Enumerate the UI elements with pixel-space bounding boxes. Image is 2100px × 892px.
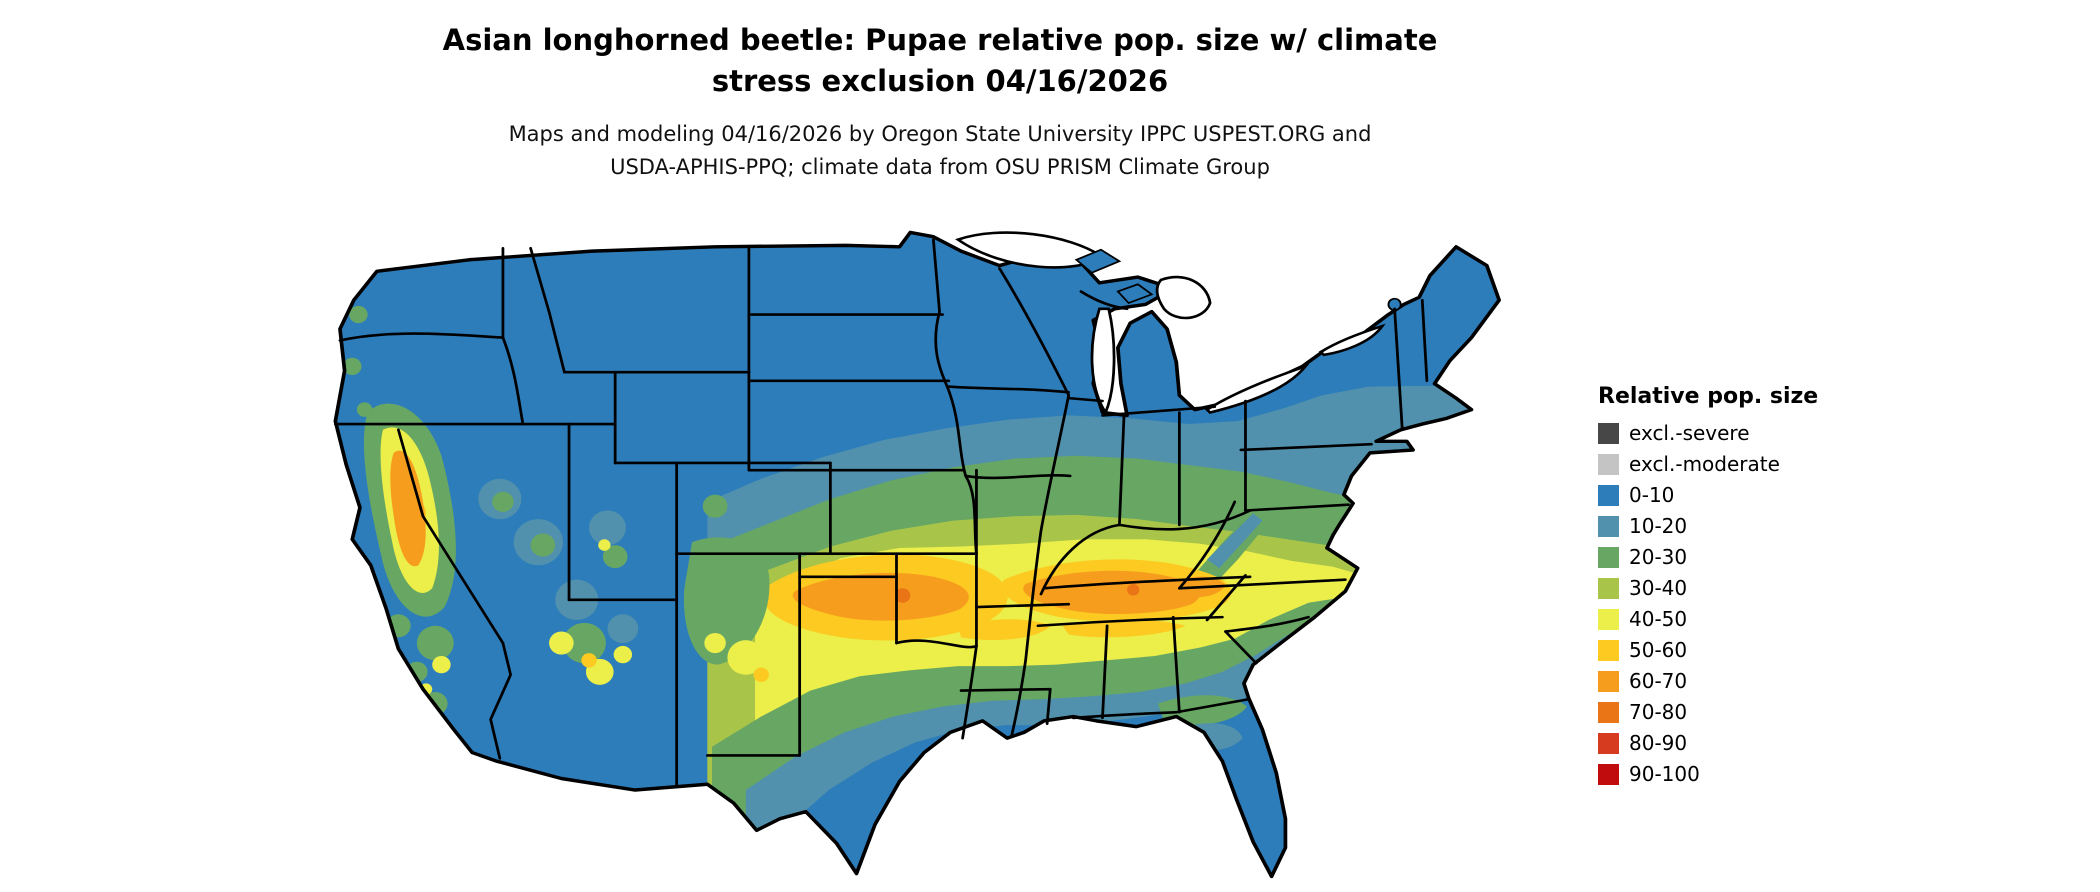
legend-swatch	[1598, 608, 1619, 630]
legend-label: 60-70	[1629, 669, 1688, 693]
west-gold-patches	[581, 653, 769, 682]
legend-label: 70-80	[1629, 700, 1688, 724]
legend-title: Relative pop. size	[1598, 384, 1819, 409]
map-title: Asian longhorned beetle: Pupae relative …	[0, 20, 1880, 102]
legend-swatch	[1598, 453, 1619, 475]
great-lakes	[955, 231, 1386, 416]
legend-swatch	[1598, 732, 1619, 754]
legend-label: 90-100	[1629, 762, 1700, 786]
header: Asian longhorned beetle: Pupae relative …	[0, 20, 1880, 184]
new-mexico-green	[683, 537, 770, 665]
lake-erie	[1204, 363, 1310, 414]
title-line-2: stress exclusion 04/16/2026	[711, 64, 1169, 98]
legend-item: 70-80	[1598, 700, 1818, 724]
lake-huron	[1155, 275, 1212, 320]
orange-core-west	[792, 572, 969, 621]
legend-swatch	[1598, 670, 1619, 692]
legend-swatch	[1598, 422, 1619, 444]
legend-item: 80-90	[1598, 731, 1818, 755]
legend-label: 40-50	[1629, 607, 1688, 631]
map-subtitle: Maps and modeling 04/16/2026 by Oregon S…	[0, 118, 1880, 184]
legend-item: 60-70	[1598, 669, 1818, 693]
legend-item: 0-10	[1598, 483, 1818, 507]
legend-item: excl.-severe	[1598, 421, 1818, 445]
legend-swatch	[1598, 639, 1619, 661]
legend-label: excl.-severe	[1629, 421, 1750, 445]
legend-item: 20-30	[1598, 545, 1818, 569]
legend-label: excl.-moderate	[1629, 452, 1780, 476]
gold-deep-south	[1062, 619, 1186, 638]
legend-item: 50-60	[1598, 638, 1818, 662]
lake-ontario	[1318, 323, 1386, 357]
legend-swatch	[1598, 577, 1619, 599]
subtitle-line-1: Maps and modeling 04/16/2026 by Oregon S…	[508, 122, 1372, 146]
legend-label: 20-30	[1629, 545, 1688, 569]
legend-label: 50-60	[1629, 638, 1688, 662]
legend-item: 30-40	[1598, 576, 1818, 600]
appalachian-cool-streak-teal	[1207, 513, 1263, 569]
legend-swatch	[1598, 515, 1619, 537]
central-valley-orange	[390, 450, 426, 567]
title-line-1: Asian longhorned beetle: Pupae relative …	[442, 23, 1438, 57]
legend-item: excl.-moderate	[1598, 452, 1818, 476]
legend-item: 10-20	[1598, 514, 1818, 538]
dark-orange-speck	[894, 588, 911, 603]
legend: Relative pop. size excl.-severe excl.-mo…	[1598, 384, 1818, 793]
legend-item: 90-100	[1598, 762, 1818, 786]
dark-orange-speck	[1127, 583, 1140, 596]
legend-swatch	[1598, 763, 1619, 785]
us-map	[333, 230, 1501, 879]
legend-label: 0-10	[1629, 483, 1675, 507]
canada-shore-fragments	[1074, 248, 1402, 312]
west-green-patches	[343, 305, 728, 716]
legend-item: 40-50	[1598, 607, 1818, 631]
state-borders	[333, 238, 1429, 786]
legend-label: 30-40	[1629, 576, 1688, 600]
legend-swatch	[1598, 546, 1619, 568]
legend-swatch	[1598, 701, 1619, 723]
legend-label: 80-90	[1629, 731, 1688, 755]
lake-michigan	[1090, 307, 1116, 416]
subtitle-line-2: USDA-APHIS-PPQ; climate data from OSU PR…	[610, 155, 1270, 179]
legend-swatch	[1598, 484, 1619, 506]
legend-label: 10-20	[1629, 514, 1688, 538]
